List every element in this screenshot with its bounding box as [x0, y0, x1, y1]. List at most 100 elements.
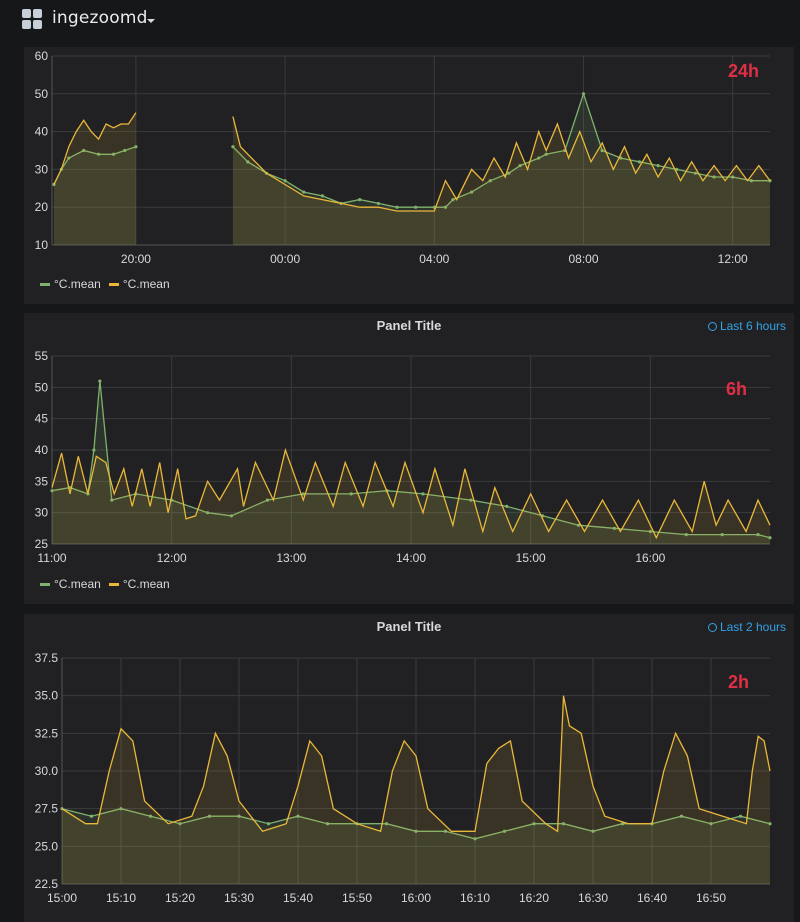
- legend-swatch: [108, 283, 119, 287]
- y-tick-label: 37.5: [35, 651, 59, 665]
- data-point: [505, 504, 509, 508]
- x-tick-label: 16:20: [519, 891, 549, 905]
- data-point: [98, 379, 102, 383]
- data-point: [768, 536, 772, 540]
- y-tick-label: 50: [35, 87, 49, 101]
- legend-item[interactable]: °C.mean: [108, 577, 170, 591]
- legend-item[interactable]: °C.mean: [40, 577, 101, 591]
- series-area-0: [53, 146, 136, 245]
- legend-24h: °C.mean °C.mean: [40, 277, 178, 291]
- y-tick-label: 55: [35, 349, 49, 363]
- data-point: [119, 807, 123, 811]
- data-point: [720, 533, 724, 537]
- data-point: [518, 164, 522, 168]
- data-point: [205, 511, 210, 515]
- panel-title[interactable]: Panel Title: [376, 318, 442, 333]
- data-point: [134, 145, 138, 149]
- data-point: [82, 148, 86, 153]
- annotation-label: 24h: [728, 61, 759, 81]
- data-point: [89, 814, 94, 818]
- y-tick-label: 20: [35, 200, 49, 214]
- y-tick-label: 27.5: [35, 802, 59, 816]
- data-point: [414, 205, 418, 209]
- panel-title[interactable]: Panel Title: [376, 619, 442, 634]
- data-point: [178, 822, 182, 826]
- data-point: [92, 448, 96, 452]
- series-line-0[interactable]: [232, 91, 770, 208]
- data-point: [679, 814, 684, 818]
- data-point: [265, 498, 269, 502]
- panel-time-range[interactable]: Last 2 hours: [707, 620, 786, 634]
- x-tick-label: 11:00: [37, 551, 66, 565]
- legend-label: °C.mean: [122, 577, 170, 591]
- data-point: [693, 171, 698, 175]
- data-point: [301, 492, 305, 496]
- data-point: [207, 814, 212, 818]
- data-point: [421, 492, 425, 496]
- x-tick-label: 15:30: [224, 891, 254, 905]
- x-tick-label: 12:00: [157, 551, 187, 565]
- data-point: [709, 822, 713, 826]
- panel-time-range[interactable]: Last 6 hours: [707, 319, 786, 333]
- dashboard-title[interactable]: ingezoomd: [52, 8, 148, 28]
- data-point: [712, 175, 716, 179]
- x-tick-label: 15:20: [165, 891, 195, 905]
- data-point: [123, 148, 127, 153]
- data-point: [443, 205, 448, 209]
- legend-label: °C.mean: [54, 277, 101, 291]
- y-tick-label: 40: [35, 125, 49, 139]
- x-tick-label: 15:00: [47, 891, 77, 905]
- data-point: [537, 156, 541, 160]
- x-tick-label: 15:00: [516, 551, 546, 565]
- x-tick-label: 13:00: [276, 551, 306, 565]
- x-tick-label: 15:10: [106, 891, 136, 905]
- x-tick-label: 16:00: [401, 891, 431, 905]
- x-tick-label: 16:10: [460, 891, 490, 905]
- top-navbar: ingezoomd: [0, 0, 800, 44]
- dashboard-grid-icon[interactable]: [22, 9, 42, 29]
- y-tick-label: 40: [35, 443, 49, 457]
- clock-icon: [707, 623, 717, 632]
- annotation-label: 2h: [728, 672, 749, 692]
- series-line-1[interactable]: [53, 112, 137, 185]
- data-point: [756, 533, 760, 537]
- data-point: [581, 92, 586, 96]
- data-point: [612, 526, 617, 530]
- data-point: [111, 152, 116, 156]
- panel-2h[interactable]: Panel Title Last 2 hours 22.5 25.0 27.5 30.…: [24, 614, 794, 922]
- data-point: [67, 156, 71, 160]
- y-tick-label: 35: [35, 474, 49, 488]
- y-tick-label: 60: [35, 49, 49, 63]
- data-point: [684, 533, 688, 537]
- y-tick-label: 30.0: [35, 764, 59, 778]
- data-point: [656, 164, 660, 168]
- legend-item[interactable]: °C.mean: [40, 277, 101, 291]
- data-point: [451, 198, 455, 202]
- chart-2h: 22.5 25.0 27.5 30.0 32.5 35.0 37.5 15:00 15:10 15…: [35, 651, 772, 905]
- panel-6h[interactable]: Panel Title Last 6 hours 25 30 35 40 45 50 55 1…: [24, 313, 794, 604]
- chevron-down-icon[interactable]: [147, 19, 155, 23]
- series-line-1[interactable]: [61, 695, 771, 833]
- panel-24h[interactable]: 10203040506020:0000:0004:0008:0012:0016:…: [24, 47, 794, 304]
- time-range-label: Last 6 hours: [719, 319, 786, 333]
- data-point: [50, 489, 54, 493]
- series-area-1: [232, 116, 771, 245]
- series-line-1[interactable]: [232, 116, 771, 212]
- series-line-1[interactable]: [51, 447, 771, 540]
- series-area-1: [52, 450, 770, 544]
- data-point: [738, 814, 743, 818]
- data-point: [302, 190, 306, 194]
- x-tick-label: 16:00: [635, 551, 665, 565]
- legend-item[interactable]: °C.mean: [108, 277, 170, 291]
- data-point: [296, 814, 300, 818]
- data-point: [731, 175, 735, 179]
- data-point: [110, 498, 114, 502]
- legend-label: °C.mean: [54, 577, 101, 591]
- data-point: [473, 837, 477, 841]
- x-tick-label: 15:40: [283, 891, 313, 905]
- data-point: [502, 829, 507, 833]
- y-tick-label: 25: [35, 537, 49, 551]
- x-tick-label: 12:00: [718, 252, 748, 266]
- clock-icon: [707, 322, 717, 331]
- data-point: [488, 179, 492, 183]
